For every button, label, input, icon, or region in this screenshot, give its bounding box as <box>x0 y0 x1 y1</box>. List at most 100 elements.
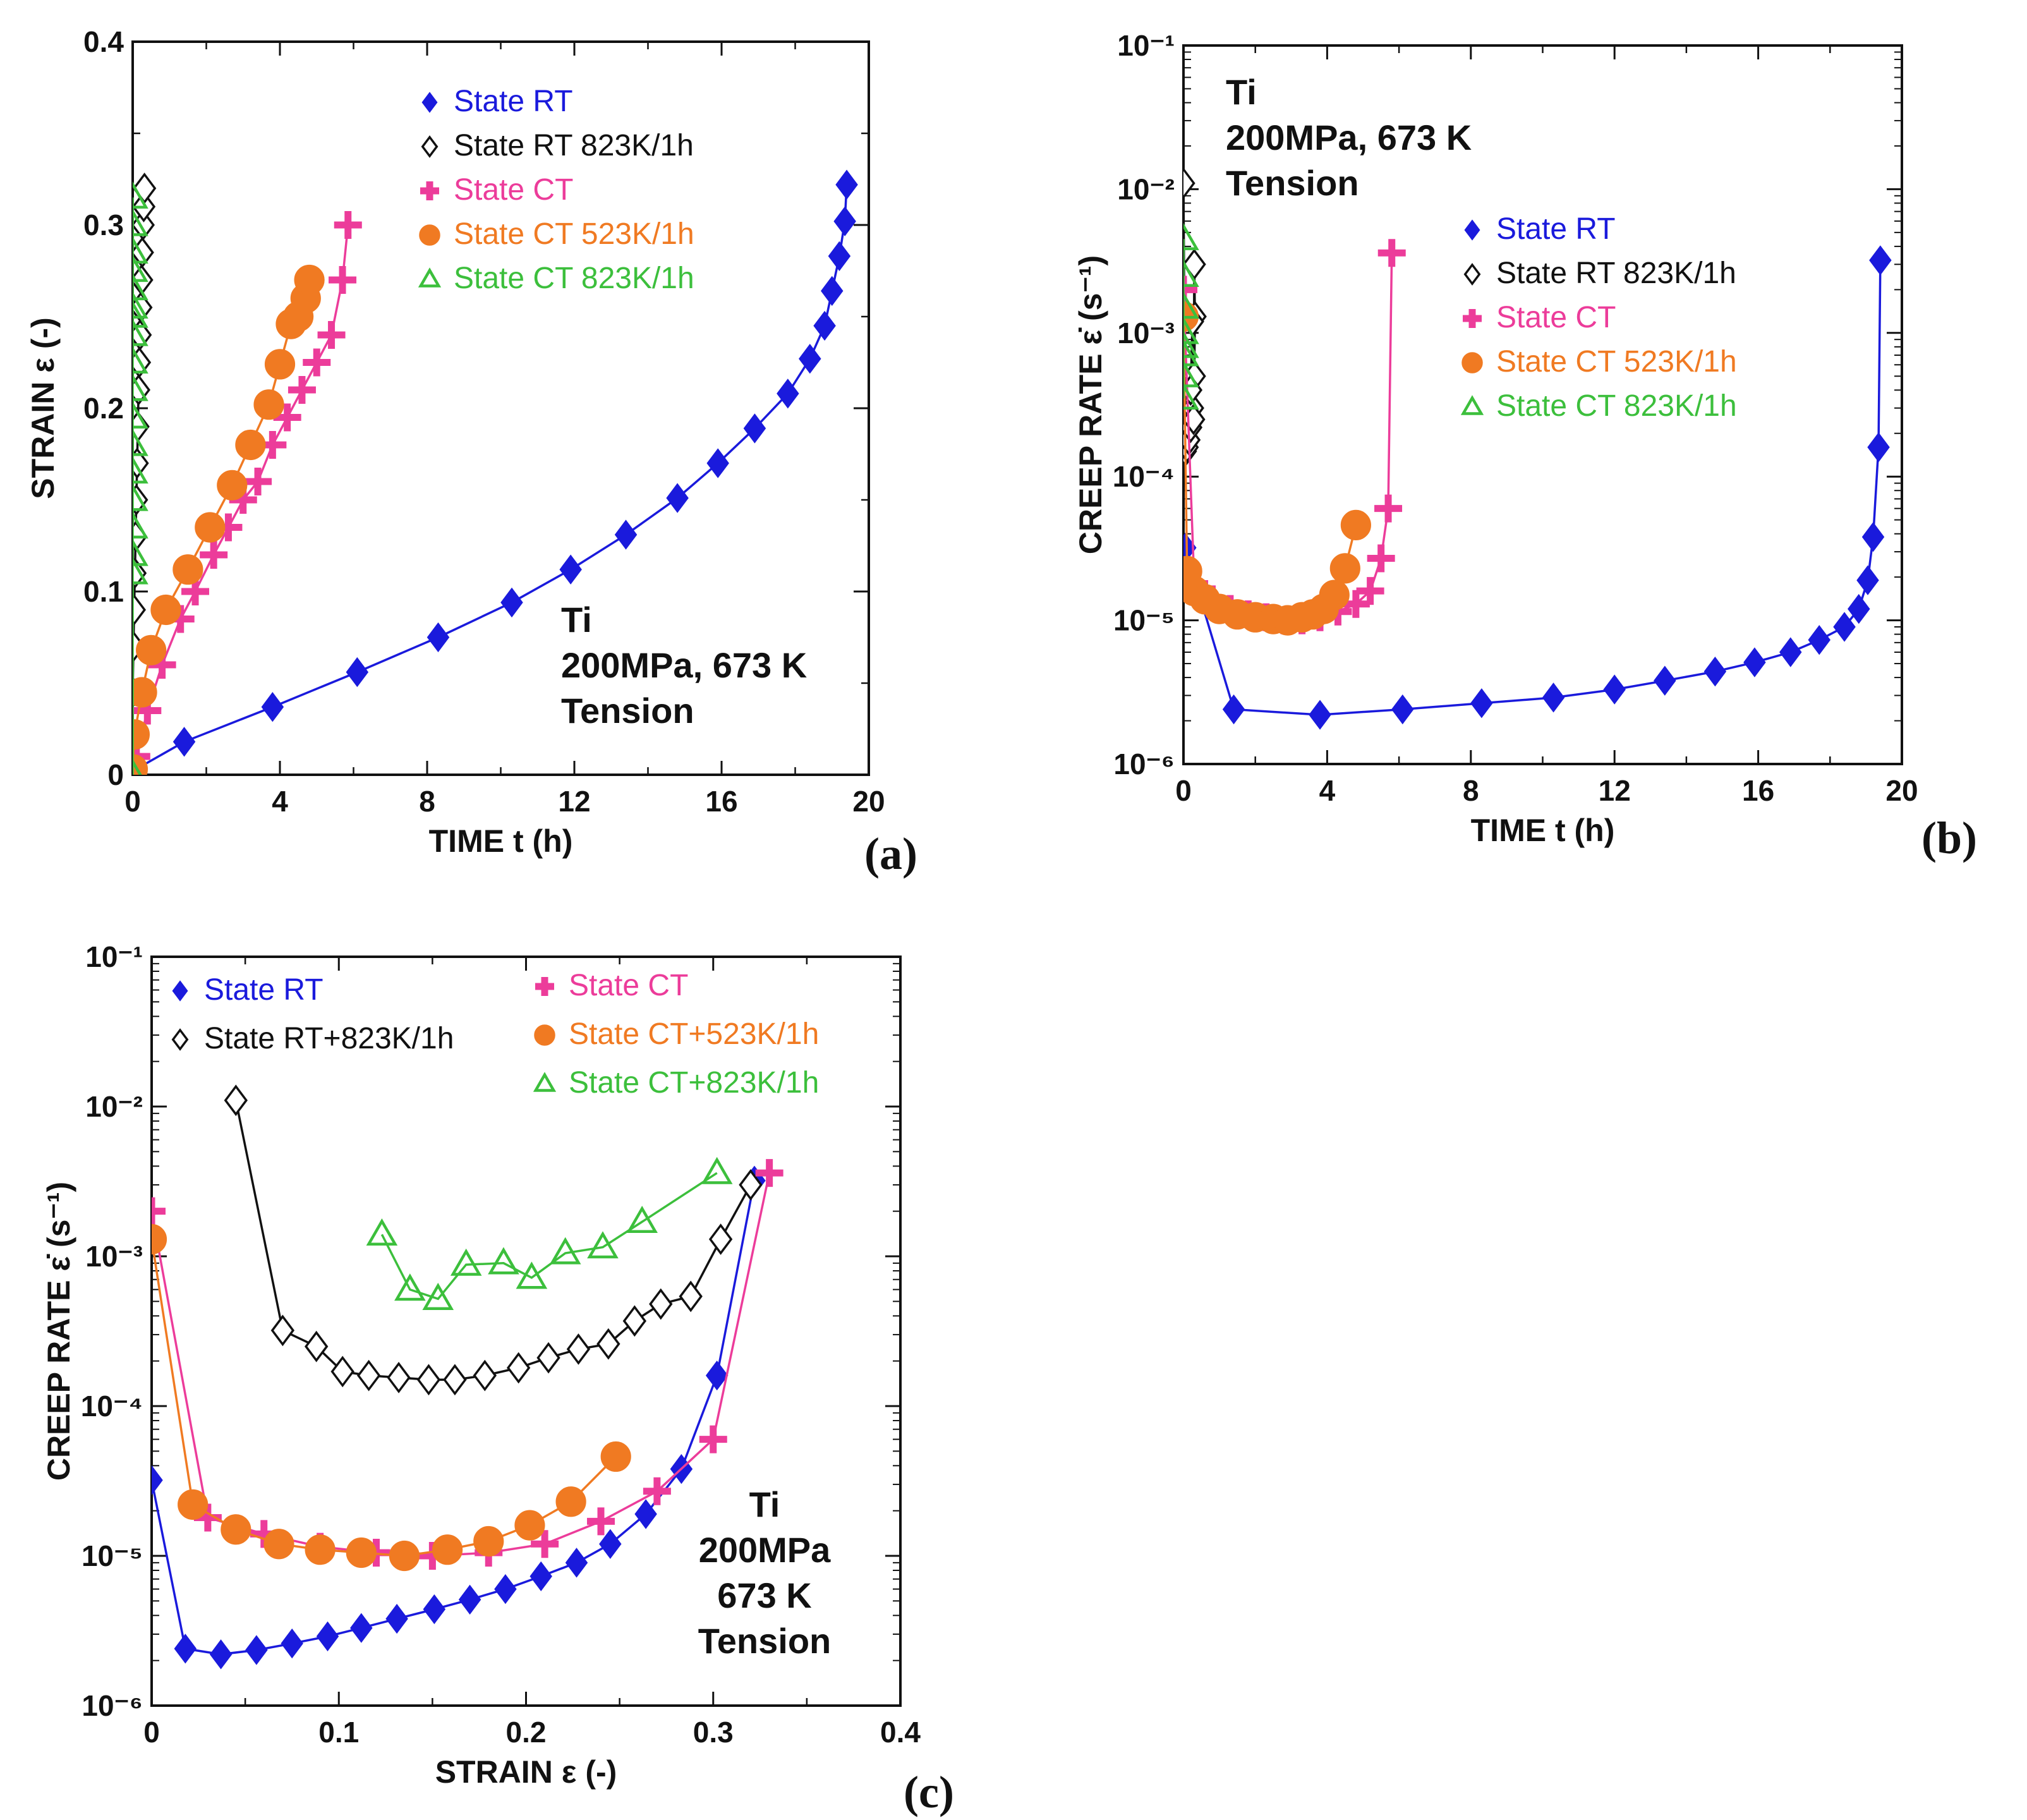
legend-entry: State CT 823K/1h <box>1496 389 1737 423</box>
data-point-state-rt <box>821 276 844 306</box>
x-axis-label: TIME t (h) <box>429 823 573 859</box>
data-point-state-rt-823k-1h <box>416 1364 441 1396</box>
legend-entry: State RT <box>1496 212 1616 246</box>
data-point-state-rt <box>281 1628 303 1659</box>
legend-marker <box>419 224 440 246</box>
legend-marker <box>171 1028 189 1051</box>
legend-entry: State RT 823K/1h <box>1496 257 1736 290</box>
data-point-state-ct-523k-1h <box>1319 579 1350 610</box>
legend-entry: State CT+823K/1h <box>569 1066 819 1100</box>
data-point-state-rt-823k-1h <box>133 594 147 626</box>
chart-panel-c: 0 0.1 0.2 0.3 0.4 10⁻⁶ 10⁻⁵ 10⁻⁴ 10⁻³ 10⁻² 10⁻¹ STR… <box>41 940 954 1817</box>
data-point-state-ct-823k-1h <box>488 1247 519 1275</box>
data-point-state-rt <box>1703 657 1727 687</box>
data-point-state-ct-523k-1h <box>133 677 157 708</box>
data-point-state-ct-823k-1h <box>1183 331 1199 358</box>
x-tick-label: 0 <box>143 1716 160 1749</box>
data-point-state-rt <box>777 379 799 409</box>
data-point-state-rt <box>350 1613 373 1643</box>
data-point-state-rt <box>1743 647 1766 677</box>
y-tick-label: 10⁻¹ <box>85 940 143 973</box>
y-tick-label: 10⁻⁵ <box>1113 604 1175 637</box>
data-point-state-rt-823k-1h <box>536 1342 560 1374</box>
x-tick-label: 8 <box>1463 774 1479 807</box>
legend-a: State RT State RT 823K/1h State CT State CT… <box>418 85 694 295</box>
data-point-state-ct-823k-1h <box>133 291 148 319</box>
x-axis-label: STRAIN ε (-) <box>435 1754 617 1790</box>
data-point-state-rt-823k-1h <box>443 1364 467 1396</box>
data-point-state-rt <box>261 692 284 722</box>
data-point-state-ct <box>531 1530 559 1558</box>
legend-marker <box>1463 309 1482 328</box>
data-point-state-ct-823k-1h <box>133 483 148 511</box>
data-point-state-ct <box>1374 494 1403 523</box>
y-tick-label: 10⁻² <box>1117 173 1175 205</box>
data-point-state-ct-823k-1h <box>422 1282 454 1310</box>
annotation-text: Ti <box>749 1484 780 1524</box>
data-point-state-rt <box>1861 522 1885 552</box>
data-point-state-rt <box>813 310 836 341</box>
data-point-state-rt <box>423 1594 446 1625</box>
data-point-state-ct-823k-1h <box>133 456 148 484</box>
data-point-state-rt <box>152 1465 163 1495</box>
x-tick-label: 0 <box>124 785 141 818</box>
legend-marker <box>172 980 188 1002</box>
legend-entry: State RT <box>454 85 573 118</box>
data-point-state-rt-823k-1h <box>622 1305 647 1337</box>
series-line-state-ct-523k-1h <box>152 1239 617 1557</box>
data-point-state-ct-523k-1h <box>221 1514 251 1545</box>
data-point-state-ct <box>200 541 228 569</box>
data-point-state-ct <box>317 321 346 349</box>
data-point-state-rt <box>427 622 450 653</box>
y-axis-label: STRAIN ε (-) <box>25 317 61 499</box>
data-point-state-ct-823k-1h <box>133 300 148 328</box>
data-point-state-rt-823k-1h <box>133 447 149 479</box>
data-point-state-rt <box>1869 245 1892 276</box>
legend-b: State RT State RT 823K/1h State CT State CT… <box>1460 212 1737 423</box>
data-point-state-rt <box>599 1529 622 1559</box>
legend-marker <box>534 1024 555 1046</box>
data-point-state-ct-823k-1h <box>133 373 148 401</box>
data-point-state-rt-823k-1h <box>708 1223 733 1255</box>
data-point-state-rt <box>1391 694 1414 725</box>
legend-entry: State RT+823K/1h <box>204 1022 454 1055</box>
legend-marker <box>421 92 438 113</box>
data-point-state-rt <box>529 1561 552 1592</box>
data-point-state-rt <box>634 1499 657 1529</box>
legend-marker <box>1460 395 1484 415</box>
panel-label-c: (c) <box>904 1767 954 1817</box>
data-point-state-rt <box>559 554 582 585</box>
y-tick-label: 10⁻⁵ <box>82 1539 143 1572</box>
data-point-state-rt <box>1654 665 1676 696</box>
data-point-state-rt <box>799 344 821 374</box>
data-point-state-ct-823k-1h <box>133 209 148 236</box>
y-tick-label: 10⁻³ <box>85 1240 143 1273</box>
data-point-state-rt <box>245 1635 268 1665</box>
data-point-state-rt <box>743 413 766 444</box>
chart-panel-a: 0 4 8 12 16 20 0 0.1 0.2 0.3 0.4 TIME t (h) STRAIN ε… <box>25 25 917 879</box>
data-point-state-rt <box>174 1634 197 1664</box>
data-point-state-rt <box>458 1584 481 1615</box>
data-point-state-ct-523k-1h <box>389 1540 420 1572</box>
data-point-state-ct-823k-1h <box>587 1231 619 1259</box>
data-point-state-ct-823k-1h <box>1183 259 1199 287</box>
x-tick-label: 0.4 <box>880 1716 921 1749</box>
legend-marker <box>1461 352 1483 373</box>
y-tick-label: 0.4 <box>83 25 124 58</box>
legend-entry: State CT <box>1496 301 1616 334</box>
legend-entry: State CT <box>454 173 573 207</box>
data-point-state-rt-823k-1h <box>1183 248 1206 281</box>
x-tick-label: 16 <box>705 785 737 818</box>
y-tick-label: 0.3 <box>83 209 124 241</box>
data-point-state-ct-523k-1h <box>136 634 167 665</box>
data-point-state-ct-823k-1h <box>133 255 148 282</box>
data-point-state-ct <box>287 376 316 404</box>
data-point-state-ct <box>152 1197 166 1225</box>
data-point-state-ct-523k-1h <box>305 1534 336 1565</box>
data-point-state-ct-823k-1h <box>133 401 148 429</box>
x-tick-label: 0.1 <box>318 1716 359 1749</box>
legend-marker <box>420 181 439 200</box>
x-tick-label: 0 <box>1175 774 1192 807</box>
data-point-state-rt-823k-1h <box>270 1314 295 1347</box>
